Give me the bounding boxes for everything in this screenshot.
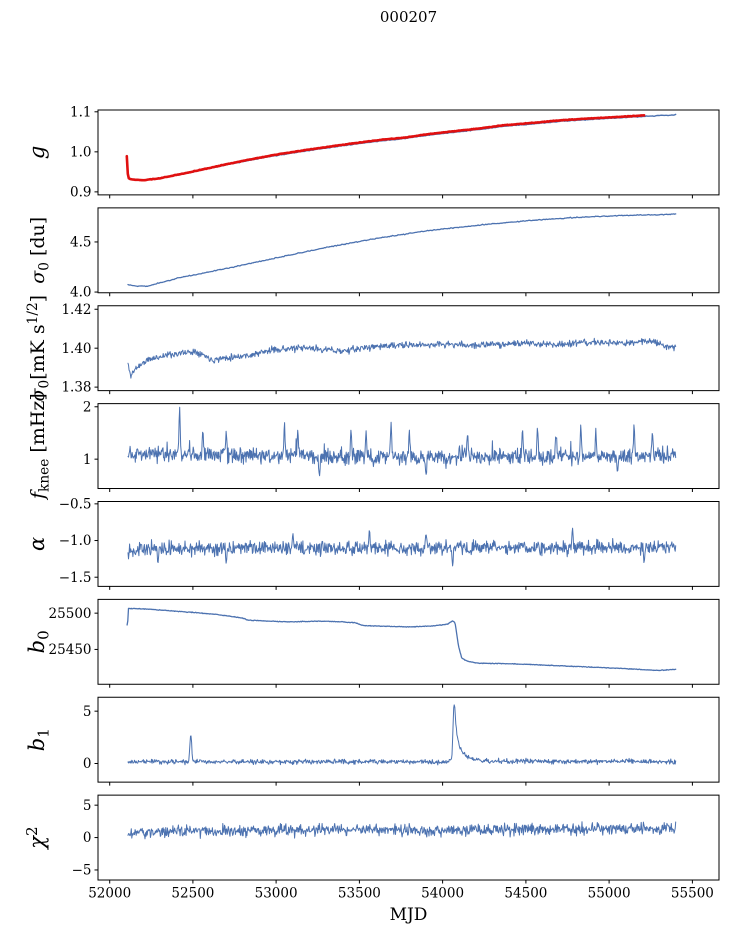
y-tick-label: −0.5 xyxy=(59,496,92,512)
series-alpha xyxy=(127,527,677,567)
y-tick-label: 4.5 xyxy=(70,235,91,251)
series-gain-data-blue xyxy=(127,113,677,181)
panel-g-ylabel: g xyxy=(25,146,49,159)
panel-g-frame xyxy=(97,109,720,196)
panel-b0-frame xyxy=(97,598,720,685)
x-tick-label: 53000 xyxy=(255,886,298,902)
y-tick-label: 5 xyxy=(83,798,92,814)
x-tick-label: 52000 xyxy=(88,886,131,902)
panel-sigma0-du-frame xyxy=(97,207,720,294)
panel-chi2-ylabel: χ2 xyxy=(23,826,49,850)
x-tick-label: 54500 xyxy=(504,886,547,902)
y-tick-label: 25450 xyxy=(49,642,92,658)
y-tick-label: 25500 xyxy=(49,606,92,622)
y-tick-label: 1.40 xyxy=(61,341,91,357)
y-tick-label: 1.42 xyxy=(61,302,91,318)
panel-b0-ylabel: b0 xyxy=(25,630,53,653)
y-tick-label: 2 xyxy=(83,399,92,415)
series-fknee xyxy=(127,406,677,477)
series-b1 xyxy=(127,704,677,766)
y-tick-label: 0 xyxy=(83,756,92,772)
panel-alpha-frame xyxy=(97,501,720,587)
series-sigma0-du xyxy=(127,213,677,288)
panel-sigma0-mK-ylabel: σ0[mK s1/2] xyxy=(25,295,53,402)
panel-sigma0-mK-frame xyxy=(97,305,720,392)
y-tick-label: −1.0 xyxy=(59,533,92,549)
x-tick-label: 52500 xyxy=(171,886,214,902)
series-chi2 xyxy=(127,821,677,840)
series-b0 xyxy=(126,607,677,672)
x-tick-label: 55500 xyxy=(671,886,714,902)
y-tick-label: 4.0 xyxy=(70,285,91,301)
y-tick-label: 0.9 xyxy=(70,184,91,200)
y-tick-label: 1 xyxy=(83,452,92,468)
panel-alpha-ylabel: α xyxy=(25,537,49,551)
panel-fknee-frame xyxy=(97,403,720,490)
y-tick-label: 1.38 xyxy=(61,380,91,396)
y-tick-label: 1.0 xyxy=(70,144,91,160)
y-tick-label: −5 xyxy=(72,863,92,879)
panel-chi2-frame xyxy=(97,794,720,881)
panel-fknee-ylabel: fknee [mHz] xyxy=(27,393,53,501)
panel-b1-ylabel: b1 xyxy=(25,728,53,751)
panel-sigma0-du-ylabel: σ0 [du] xyxy=(27,217,53,284)
y-tick-label: −1.5 xyxy=(59,570,92,586)
series-gain-fit-red xyxy=(125,114,646,182)
y-tick-label: 0 xyxy=(83,830,92,846)
figure-title: 000207 xyxy=(379,8,438,26)
x-tick-label: 54000 xyxy=(421,886,464,902)
y-tick-label: 1.1 xyxy=(70,104,91,120)
x-tick-label: 55000 xyxy=(588,886,631,902)
panel-b1-frame xyxy=(97,696,720,783)
x-axis-title: MJD xyxy=(389,905,428,925)
y-tick-label: 5 xyxy=(83,704,92,720)
x-tick-label: 53500 xyxy=(338,886,381,902)
series-sigma0-mK xyxy=(127,337,677,379)
